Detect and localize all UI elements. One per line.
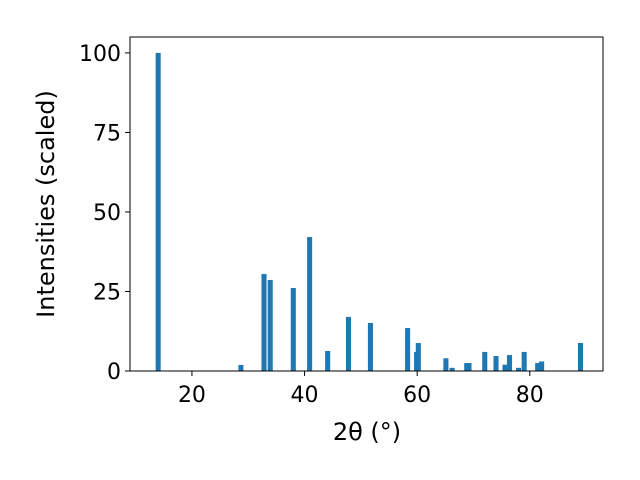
x-tick-label: 80 bbox=[516, 383, 544, 408]
y-tick-label: 100 bbox=[79, 42, 121, 67]
bar bbox=[577, 343, 584, 371]
bar bbox=[535, 363, 541, 371]
x-axis-label: 2θ (°) bbox=[333, 418, 401, 446]
bar bbox=[443, 358, 449, 371]
bar bbox=[482, 351, 488, 371]
bar bbox=[290, 287, 296, 371]
bar bbox=[367, 322, 373, 371]
bar bbox=[466, 363, 472, 371]
bar bbox=[261, 273, 267, 371]
y-axis-label: Intensities (scaled) bbox=[32, 90, 60, 318]
bar bbox=[493, 356, 499, 371]
bar bbox=[405, 328, 411, 371]
x-tick-label: 20 bbox=[178, 383, 206, 408]
y-tick-label: 75 bbox=[93, 121, 121, 146]
bar bbox=[155, 52, 161, 372]
bar bbox=[267, 280, 273, 371]
y-tick-label: 50 bbox=[93, 201, 121, 226]
x-tick-label: 60 bbox=[403, 383, 431, 408]
x-tick-label: 40 bbox=[291, 383, 319, 408]
bar bbox=[539, 361, 545, 371]
bar bbox=[506, 355, 513, 371]
y-tick-label: 25 bbox=[93, 280, 121, 305]
bar bbox=[238, 364, 244, 371]
bar bbox=[325, 350, 331, 371]
bar bbox=[449, 367, 455, 371]
bar bbox=[345, 316, 352, 371]
bar bbox=[521, 351, 527, 371]
y-tick-label: 0 bbox=[107, 360, 121, 385]
bar bbox=[502, 364, 508, 371]
bar bbox=[415, 343, 421, 371]
bar bbox=[307, 237, 313, 371]
bar bbox=[516, 367, 522, 371]
plot-frame bbox=[129, 36, 604, 372]
